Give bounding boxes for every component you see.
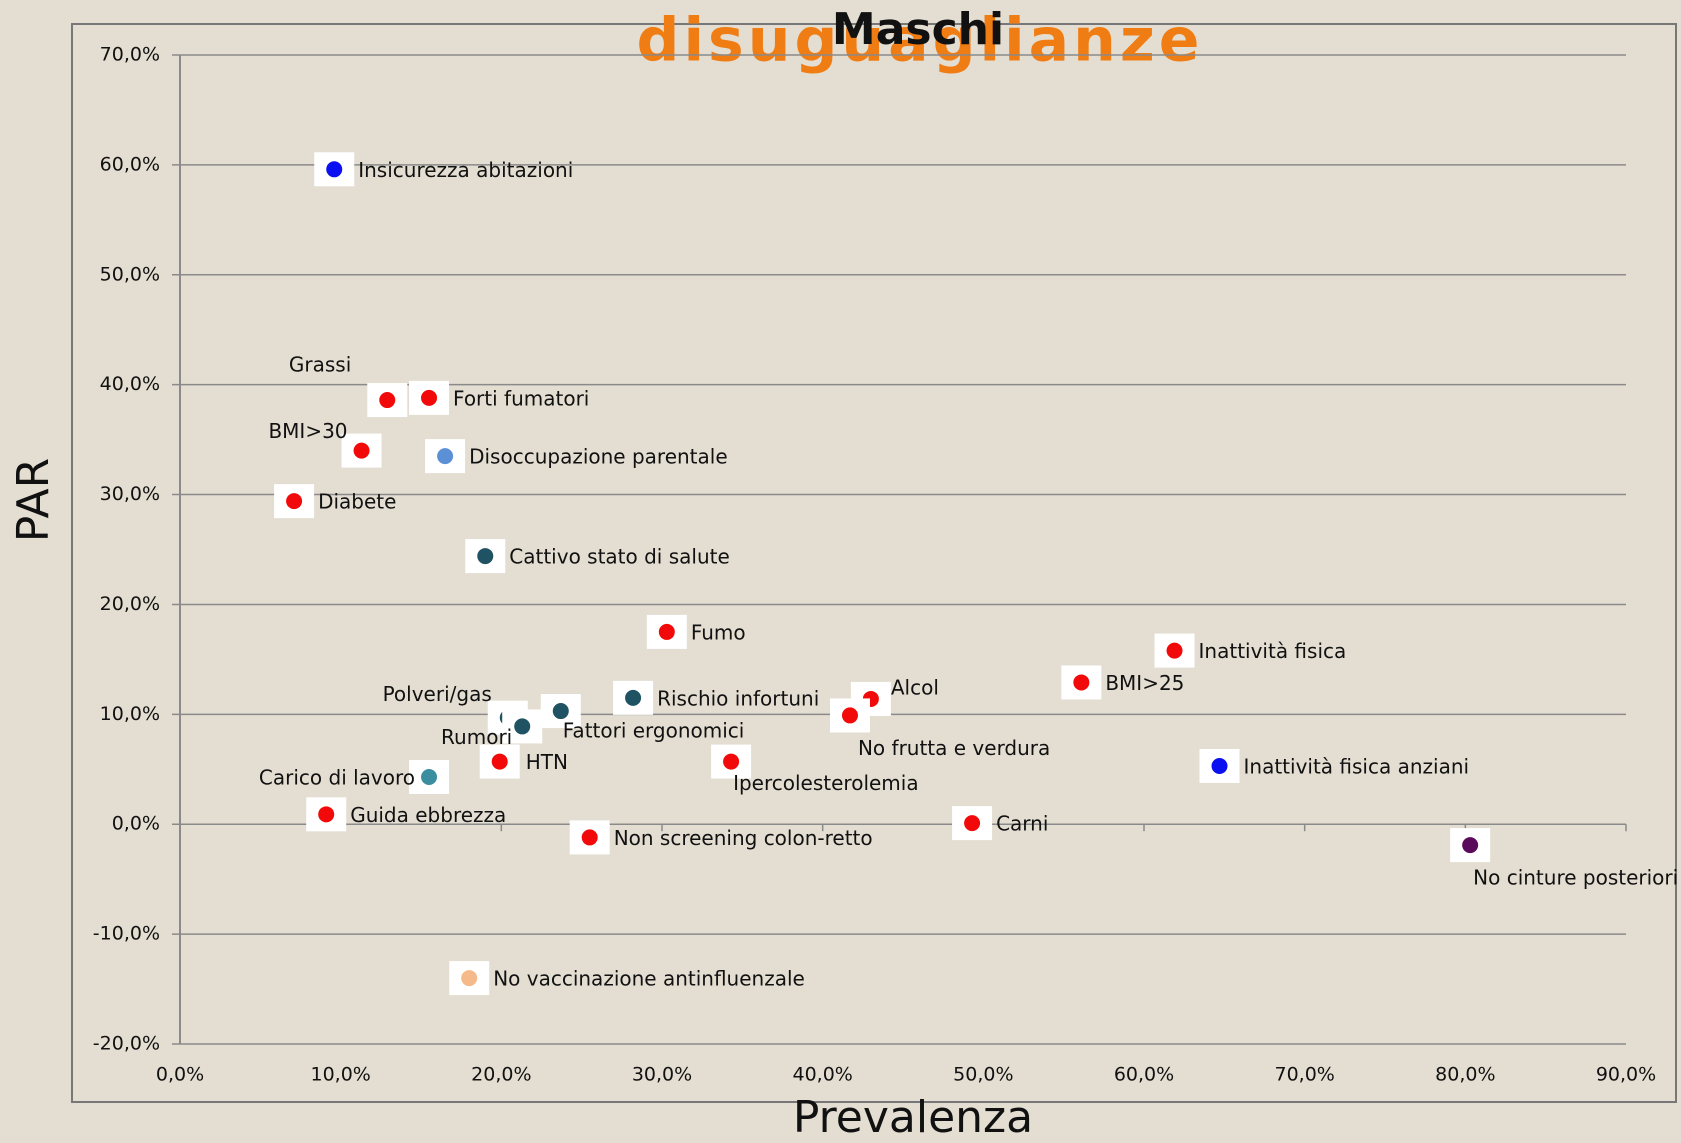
point <box>461 970 478 987</box>
point <box>1211 757 1228 774</box>
x-tick-label: 50,0% <box>953 1064 1013 1086</box>
point <box>1166 642 1183 659</box>
y-axis-label: PAR <box>8 458 59 542</box>
y-tick-label: 0,0% <box>112 813 160 835</box>
point-label: No frutta e verdura <box>858 736 1050 760</box>
point <box>421 389 438 406</box>
point-label: HTN <box>526 750 568 774</box>
y-tick-label: -10,0% <box>93 923 160 945</box>
point-label: Inattività fisica <box>1199 639 1347 663</box>
point-label: Carico di lavoro <box>259 765 415 789</box>
point <box>514 718 531 735</box>
point-label: Fumo <box>691 620 746 644</box>
x-tick-label: 90,0% <box>1596 1064 1656 1086</box>
point <box>552 703 569 720</box>
point <box>353 442 370 459</box>
point-label: BMI>25 <box>1105 671 1184 695</box>
point-label: Forti fumatori <box>453 386 589 410</box>
x-tick-label: 30,0% <box>632 1064 692 1086</box>
y-tick-label: 30,0% <box>100 483 160 505</box>
point-label: No vaccinazione antinfluenzale <box>493 967 805 991</box>
point <box>437 448 454 465</box>
y-tick-label: 20,0% <box>100 593 160 615</box>
point <box>326 161 343 178</box>
point <box>581 829 598 846</box>
y-tick-label: 60,0% <box>100 153 160 175</box>
point-label: Carni <box>996 812 1048 836</box>
chart-title: Maschi <box>832 4 1004 55</box>
x-axis-label: Prevalenza <box>793 1092 1033 1143</box>
point-label: Ipercolesterolemia <box>733 771 919 795</box>
point-label: No cinture posteriori <box>1473 866 1678 890</box>
y-tick-label: 50,0% <box>100 263 160 285</box>
point-label: Non screening colon-retto <box>614 826 873 850</box>
point <box>658 623 675 640</box>
point <box>491 753 508 770</box>
point-label: Insicurezza abitazioni <box>358 158 573 182</box>
point <box>286 493 303 510</box>
x-tick-label: 20,0% <box>471 1064 531 1086</box>
point <box>964 815 981 832</box>
point-label: BMI>30 <box>268 419 347 443</box>
point <box>421 768 438 785</box>
point <box>379 392 396 409</box>
point-label: Rischio infortuni <box>657 686 819 710</box>
point <box>477 548 494 565</box>
point-label: Inattività fisica anziani <box>1244 754 1470 778</box>
point-label: Grassi <box>289 353 351 377</box>
point-label: Cattivo stato di salute <box>509 545 730 569</box>
point-label: Fattori ergonomici <box>563 719 745 743</box>
point-label: Alcol <box>891 675 939 699</box>
y-tick-label: 10,0% <box>100 703 160 725</box>
x-tick-label: 40,0% <box>792 1064 852 1086</box>
point <box>625 689 642 706</box>
chart-subtitle: disuguaglianze <box>637 6 1204 76</box>
point-label: Guida ebbrezza <box>350 803 506 827</box>
y-tick-label: 40,0% <box>100 373 160 395</box>
x-tick-label: 0,0% <box>156 1064 204 1086</box>
frame <box>71 23 1677 1103</box>
x-tick-label: 10,0% <box>310 1064 370 1086</box>
point-label: Polveri/gas <box>383 682 492 706</box>
point <box>318 806 335 823</box>
point <box>723 753 740 770</box>
x-tick-label: 80,0% <box>1435 1064 1495 1086</box>
point-label: Diabete <box>318 490 396 514</box>
y-tick-label: 70,0% <box>100 44 160 66</box>
point <box>1462 837 1479 854</box>
point <box>841 707 858 724</box>
point-label: Disoccupazione parentale <box>469 445 728 469</box>
point <box>1073 674 1090 691</box>
y-tick-label: -20,0% <box>93 1033 160 1055</box>
x-tick-label: 70,0% <box>1274 1064 1334 1086</box>
x-tick-label: 60,0% <box>1114 1064 1174 1086</box>
